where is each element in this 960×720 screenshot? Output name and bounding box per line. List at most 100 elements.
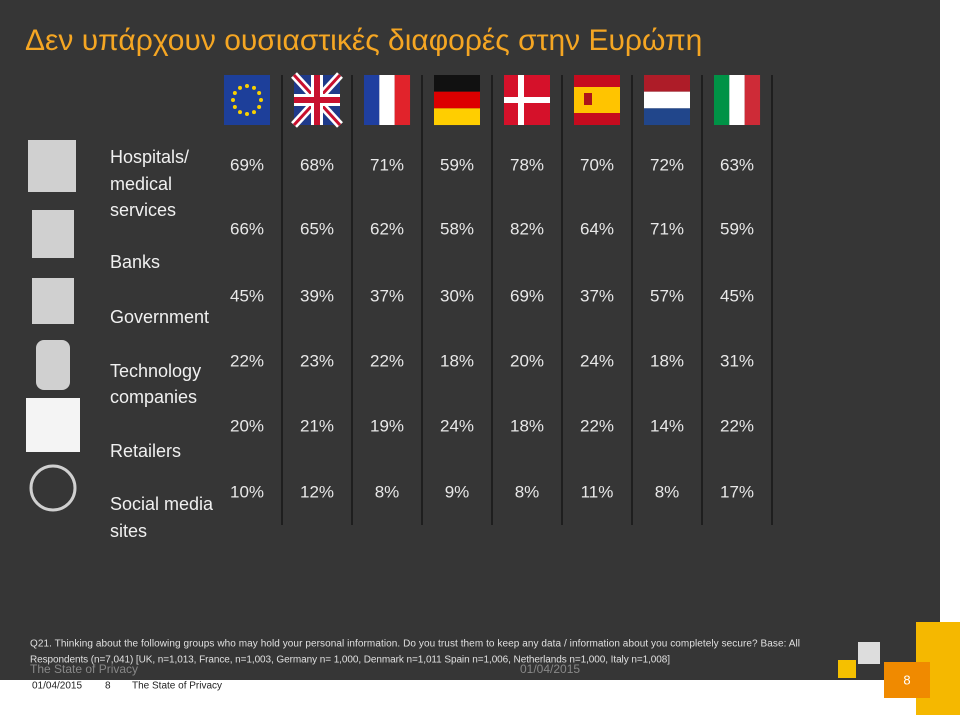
- cell-value: 18%: [440, 351, 474, 370]
- flag: [714, 75, 761, 125]
- flag: [504, 75, 550, 125]
- cross: [504, 97, 550, 103]
- stripe: [644, 91, 690, 109]
- cell-value: 65%: [300, 219, 334, 238]
- footer-center: 01/04/2015: [520, 662, 580, 676]
- cell-value: 82%: [510, 219, 544, 238]
- cell-value: 37%: [580, 286, 614, 305]
- cell-value: 11%: [581, 482, 614, 501]
- cell-value: 59%: [720, 219, 754, 238]
- stripe: [714, 75, 730, 125]
- cell-value: 58%: [440, 219, 474, 238]
- page-box: [884, 662, 930, 698]
- cell-value: 20%: [230, 416, 264, 435]
- star: [238, 110, 242, 115]
- cell-value: 9%: [445, 482, 470, 501]
- flag: [574, 75, 620, 125]
- star: [238, 85, 242, 90]
- stripe: [364, 75, 380, 125]
- hospital-icon: [28, 140, 76, 192]
- retail-icon: [26, 398, 80, 452]
- icons: [26, 140, 80, 512]
- flag: [224, 75, 270, 125]
- cell-value: 8%: [375, 482, 400, 501]
- row-label: services: [110, 200, 176, 220]
- cell-value: 22%: [580, 416, 614, 435]
- cell-value: 22%: [230, 351, 264, 370]
- footnote: Q21. Thinking about the following groups…: [30, 639, 800, 650]
- decor: [858, 642, 880, 664]
- star: [231, 98, 235, 102]
- star: [252, 85, 256, 90]
- cell-value: 37%: [370, 286, 404, 305]
- cell-value: 14%: [650, 416, 684, 435]
- row-label: Hospitals/: [110, 147, 189, 167]
- stripe: [434, 75, 480, 92]
- cell-value: 8%: [515, 482, 540, 501]
- bottom-page: 8: [105, 681, 111, 692]
- emblem: [584, 93, 592, 105]
- cell-value: 12%: [300, 482, 334, 501]
- bank-icon: [32, 210, 74, 258]
- cell-value: 69%: [230, 155, 264, 174]
- cell-value: 45%: [230, 286, 264, 305]
- row-label: Retailers: [110, 441, 181, 461]
- flags: [224, 72, 761, 128]
- cell-value: 22%: [720, 416, 754, 435]
- star: [257, 91, 262, 95]
- cell-value: 19%: [370, 416, 404, 435]
- row-label: Government: [110, 307, 209, 327]
- cell-value: 21%: [300, 416, 334, 435]
- flag: [291, 72, 343, 128]
- cell-value: 64%: [580, 219, 614, 238]
- stripe: [434, 108, 480, 126]
- cell-value: 78%: [510, 155, 544, 174]
- star: [245, 112, 249, 116]
- cell-value: 24%: [580, 351, 614, 370]
- android-icon: [36, 340, 70, 390]
- row-label: medical: [110, 174, 172, 194]
- stripe: [744, 75, 761, 125]
- cell-value: 22%: [370, 351, 404, 370]
- government-icon: [32, 278, 74, 324]
- stripe: [379, 75, 395, 125]
- stripe: [574, 87, 620, 113]
- cell-value: 17%: [720, 482, 754, 501]
- flag: [434, 75, 480, 126]
- page-number: 8: [903, 672, 910, 687]
- stripe: [434, 91, 480, 109]
- cell-value: 18%: [510, 416, 544, 435]
- flag: [644, 75, 690, 126]
- cell-value: 23%: [300, 351, 334, 370]
- stripe: [644, 75, 690, 92]
- row-label: sites: [110, 521, 147, 541]
- stripe: [729, 75, 745, 125]
- row-label: companies: [110, 387, 197, 407]
- cell-value: 70%: [580, 155, 614, 174]
- cell-value: 18%: [650, 351, 684, 370]
- cell-value: 39%: [300, 286, 334, 305]
- title: Δεν υπάρχουν ουσιαστικές διαφορές στην Ε…: [25, 24, 702, 57]
- footnote: Respondents (n=7,041) [UK, n=1,013, Fran…: [30, 655, 670, 666]
- cell-value: 62%: [370, 219, 404, 238]
- cell-value: 72%: [650, 155, 684, 174]
- cross: [294, 97, 340, 103]
- star: [257, 105, 262, 109]
- cell-value: 24%: [440, 416, 474, 435]
- star: [259, 98, 263, 102]
- social-icon: [29, 464, 77, 512]
- star: [252, 110, 256, 115]
- row-label: Banks: [110, 252, 160, 272]
- star: [232, 91, 237, 95]
- cell-value: 66%: [230, 219, 264, 238]
- cell-value: 68%: [300, 155, 334, 174]
- stripe: [644, 108, 690, 126]
- bottom-name: The State of Privacy: [132, 681, 222, 692]
- star: [232, 105, 237, 109]
- cell-value: 10%: [230, 482, 264, 501]
- cell-value: 45%: [720, 286, 754, 305]
- cell-value: 8%: [655, 482, 680, 501]
- bottom-date: 01/04/2015: [32, 681, 82, 692]
- flag: [224, 75, 270, 125]
